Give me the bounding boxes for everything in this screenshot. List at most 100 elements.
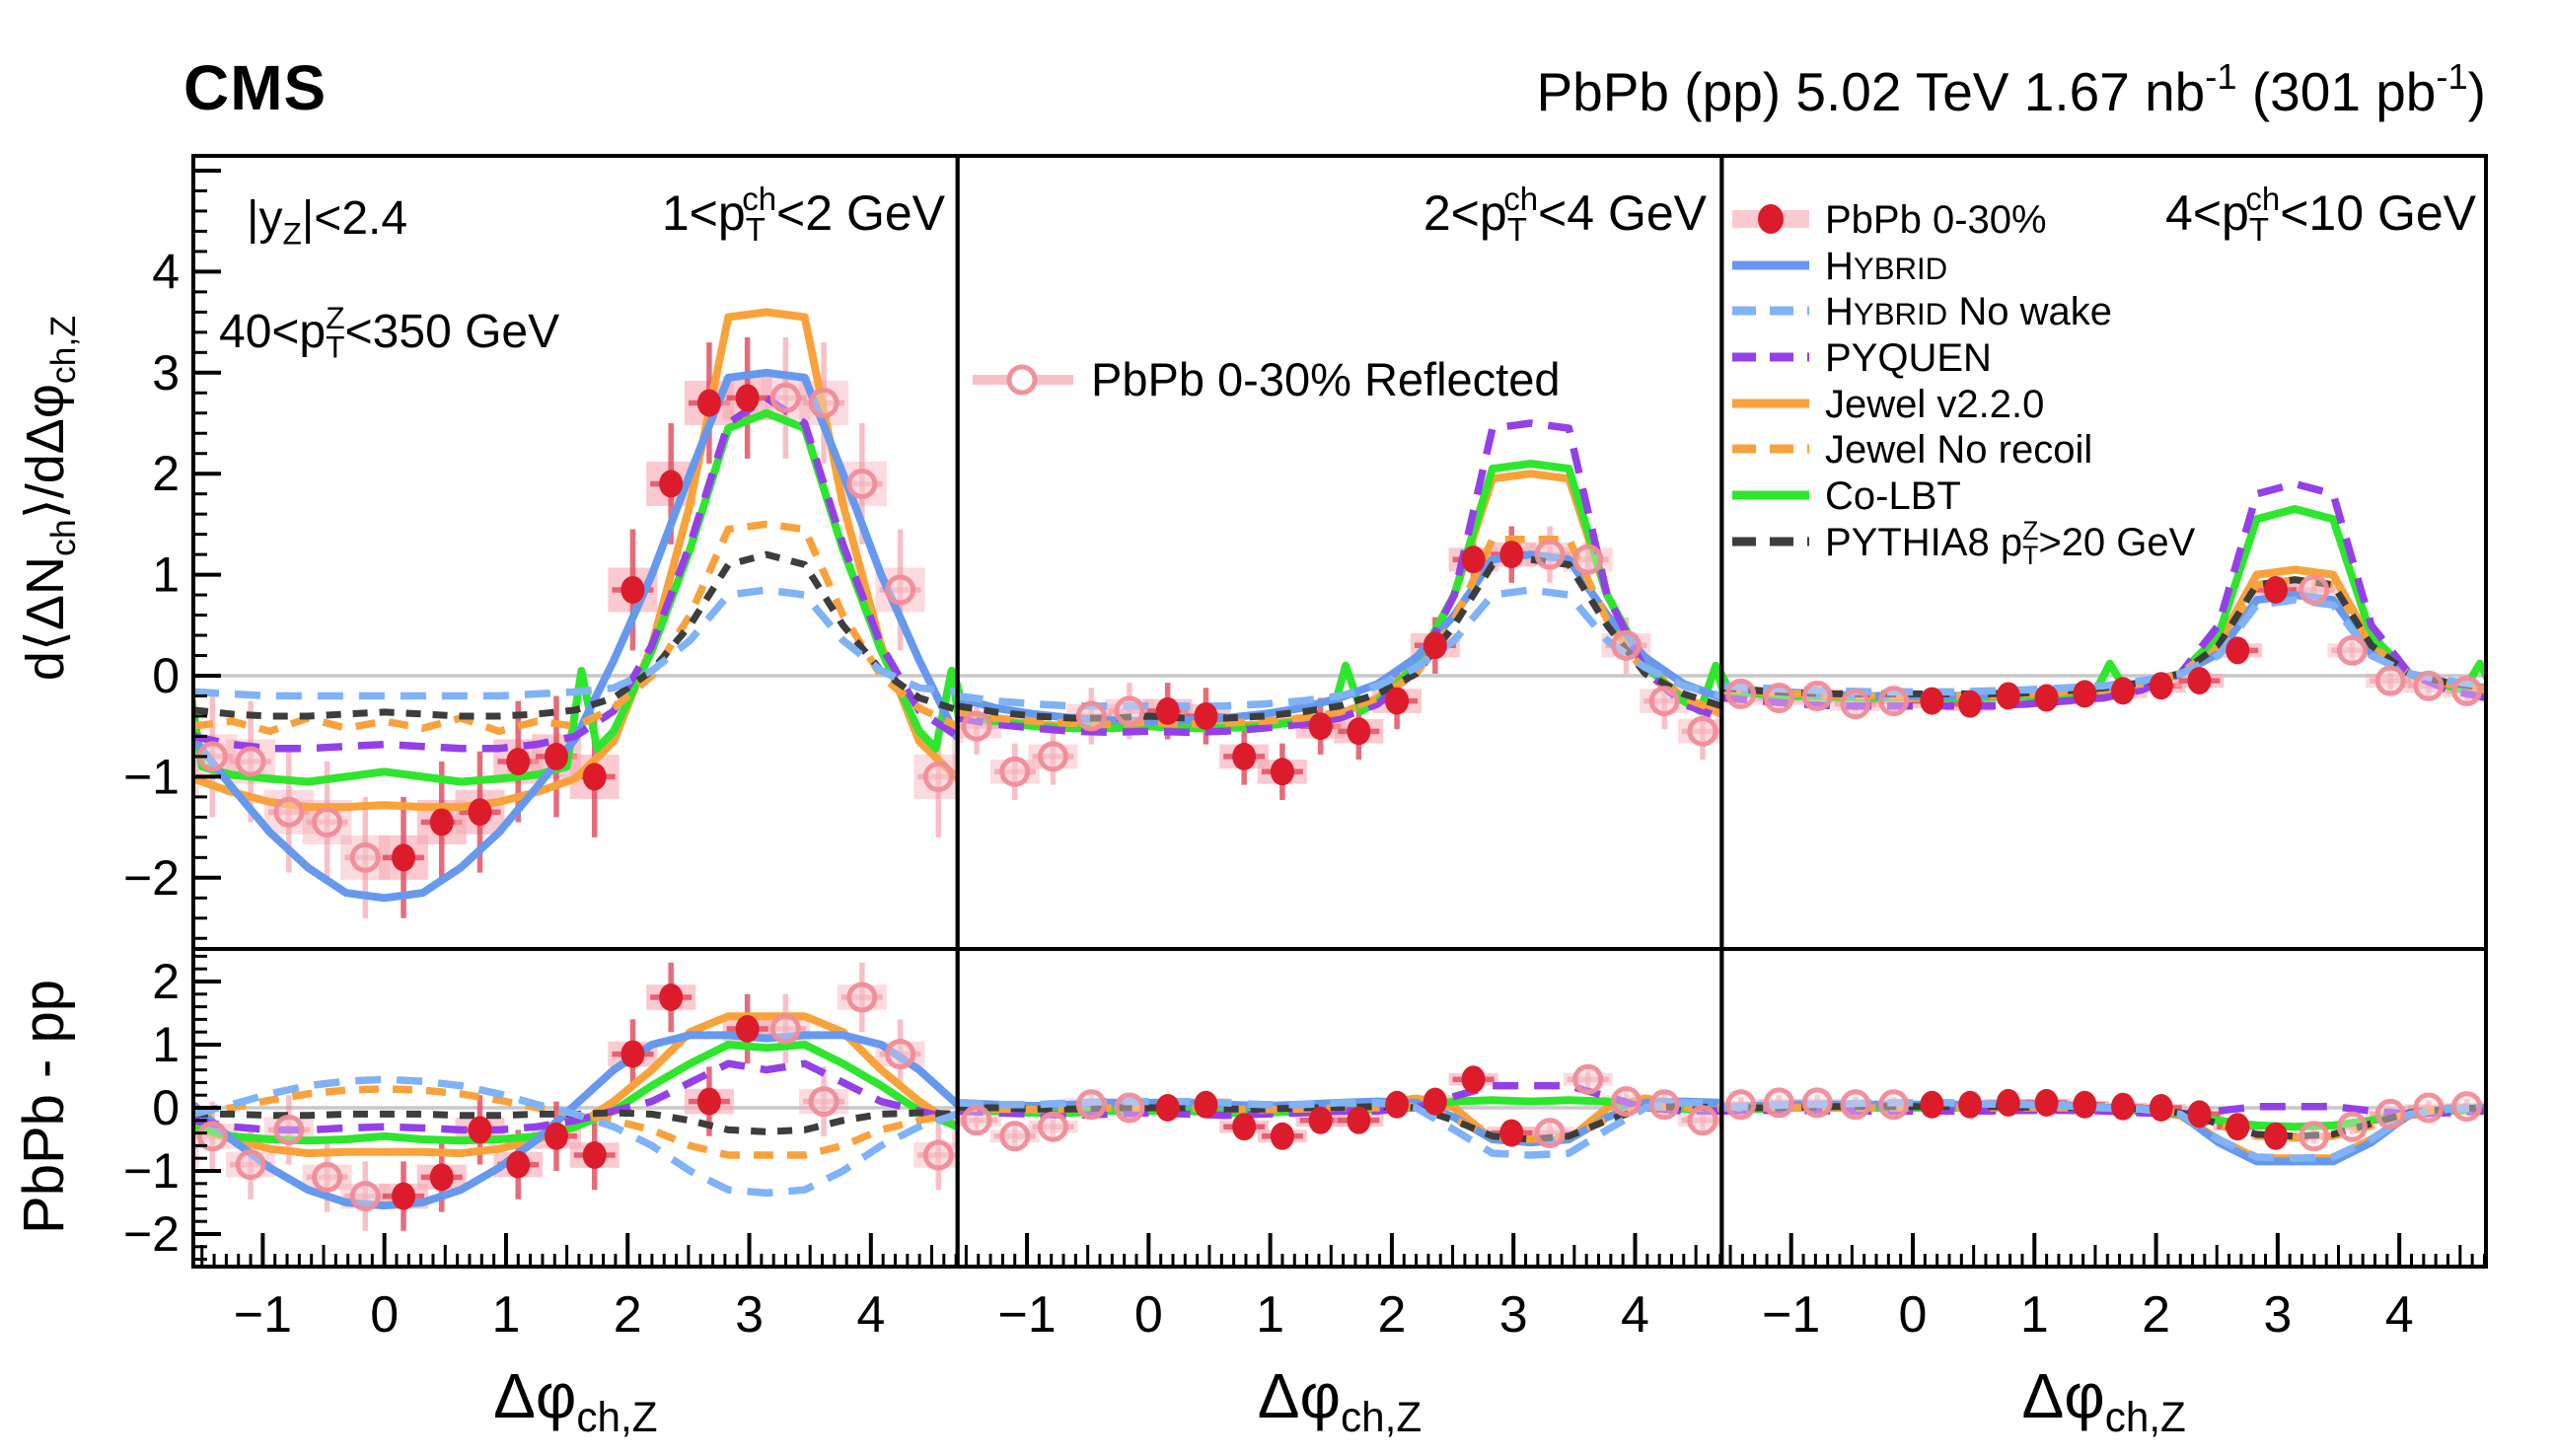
data-point-reflected bbox=[2374, 1098, 2406, 1129]
data-point bbox=[2226, 636, 2250, 665]
data-point bbox=[1461, 1065, 1486, 1094]
data-point bbox=[1308, 712, 1333, 741]
y-tick-label-top: −2 bbox=[123, 850, 180, 906]
x-tick-label: 3 bbox=[1499, 1286, 1528, 1344]
data-point bbox=[659, 983, 684, 1011]
data-point-reflected bbox=[922, 761, 954, 792]
data-point bbox=[2073, 680, 2097, 708]
curve-pyquen-bottom-left bbox=[193, 1059, 958, 1134]
data-point bbox=[1347, 717, 1371, 746]
legend-item-jewel_nr: Jewel No recoil bbox=[1732, 428, 2092, 472]
data-point-reflected bbox=[1648, 686, 1680, 717]
data-point bbox=[735, 384, 760, 412]
legend-item-jewel: Jewel v2.2.0 bbox=[1732, 383, 2044, 426]
y-tick-label-top: −1 bbox=[123, 749, 180, 804]
data-point bbox=[2263, 1122, 2288, 1150]
data-point bbox=[1423, 1087, 1447, 1116]
x-tick-label: 4 bbox=[2385, 1286, 2414, 1344]
legend-reflected-label: PbPb 0-30% Reflected bbox=[1091, 353, 1561, 405]
data-point bbox=[2111, 677, 2136, 705]
x-tick-label: 0 bbox=[1899, 1286, 1928, 1344]
data-point-reflected bbox=[1801, 1087, 1833, 1119]
x-tick-label: 1 bbox=[1256, 1286, 1284, 1344]
syst-band-open bbox=[957, 1114, 964, 1128]
data-point-reflected bbox=[349, 841, 381, 873]
legend-label-pyquen: PYQUEN bbox=[1825, 336, 1992, 380]
data-point bbox=[1996, 682, 2020, 710]
curve-hybrid_nw-bottom-right bbox=[1721, 1099, 2487, 1162]
data-point-reflected bbox=[312, 1161, 343, 1193]
data-point-reflected bbox=[1840, 1089, 1871, 1121]
data-point-reflected bbox=[1038, 1111, 1068, 1142]
y-tick-label-bottom: 2 bbox=[152, 954, 180, 1009]
data-point bbox=[1499, 541, 1524, 569]
curve-pythia-top-left bbox=[193, 550, 958, 720]
data-point-reflected bbox=[1572, 544, 1604, 575]
data-point bbox=[1155, 1094, 1180, 1122]
legend-item-colbt: Co-LBT bbox=[1732, 474, 1961, 518]
data-point bbox=[2263, 575, 2288, 604]
data-point bbox=[696, 389, 721, 417]
curve-pyquen-top-left bbox=[193, 394, 958, 753]
curve-pythia-top-middle bbox=[957, 555, 1722, 722]
x-tick-label: 2 bbox=[614, 1286, 642, 1344]
data-point bbox=[392, 1182, 416, 1210]
syst-band-open bbox=[952, 1124, 958, 1149]
data-point bbox=[2149, 672, 2173, 700]
data-point-reflected bbox=[1878, 1089, 1910, 1121]
data-point bbox=[468, 798, 492, 827]
legend-label-jewel: Jewel v2.2.0 bbox=[1825, 383, 2044, 426]
panel-label-left: 1<pTch<2 GeV bbox=[662, 181, 946, 248]
y-tick-label-top: 0 bbox=[152, 648, 180, 703]
legend-label-jewel_nr: Jewel No recoil bbox=[1825, 428, 2092, 472]
data-point bbox=[1920, 1090, 1944, 1119]
data-point-reflected bbox=[1075, 700, 1107, 732]
data-point-reflected bbox=[1534, 539, 1566, 570]
legend-label-hybrid: HYBRID bbox=[1825, 245, 1947, 288]
data-point bbox=[2187, 667, 2212, 695]
data-point bbox=[735, 1015, 760, 1043]
x-tick-label: 1 bbox=[491, 1286, 520, 1344]
data-point bbox=[1996, 1088, 2020, 1117]
data-point bbox=[1461, 546, 1486, 574]
curve-pyquen-top-right bbox=[1721, 479, 2487, 710]
data-point bbox=[2073, 1090, 2097, 1119]
y-tick-label-bottom: −2 bbox=[123, 1206, 180, 1262]
data-point-reflected bbox=[769, 1013, 801, 1045]
panel-content-top-right bbox=[1721, 479, 2487, 720]
axis-ticks bbox=[193, 169, 2486, 1267]
data-point-reflected bbox=[2336, 1111, 2368, 1142]
experiment-label: CMS bbox=[183, 52, 328, 123]
data-point bbox=[1232, 742, 1257, 770]
reflected-marker-icon bbox=[1006, 364, 1038, 396]
data-point-reflected bbox=[1763, 683, 1794, 714]
panel-label-right: 4<pTch<10 GeV bbox=[2165, 181, 2477, 248]
data-point bbox=[1270, 1122, 1294, 1150]
data-point-reflected bbox=[2336, 634, 2368, 666]
data-point-reflected bbox=[1572, 1063, 1604, 1095]
data-point bbox=[1958, 1090, 1983, 1119]
data-point bbox=[2149, 1094, 2173, 1122]
x-tick-label: 3 bbox=[2263, 1286, 2292, 1344]
data-point bbox=[544, 742, 568, 770]
data-point bbox=[1385, 1090, 1410, 1119]
data-point bbox=[1232, 1113, 1257, 1141]
x-tick-label: 2 bbox=[2142, 1286, 2170, 1344]
data-point-reflected bbox=[999, 756, 1031, 787]
legend-label-pythia: PYTHIA8 pTZ>20 GeV bbox=[1825, 516, 2196, 570]
data-point bbox=[1958, 690, 1983, 718]
x-axis-title: Δφch,Z bbox=[493, 1360, 657, 1440]
data-point-reflected bbox=[1763, 1087, 1794, 1119]
data-point-reflected bbox=[961, 1105, 992, 1136]
data-point-reflected bbox=[1725, 1089, 1757, 1121]
legend-label-data: PbPb 0-30% bbox=[1825, 198, 2047, 242]
data-point-reflected bbox=[196, 1121, 228, 1152]
y-tick-label-top: 3 bbox=[152, 345, 180, 400]
panel-content-bottom-left bbox=[193, 962, 958, 1231]
curve-pyquen-top-middle bbox=[957, 419, 1722, 737]
legend-item-pyquen: PYQUEN bbox=[1732, 336, 1992, 380]
data-point-reflected bbox=[922, 1139, 954, 1171]
y-axis-title-top: d⟨ΔNch⟩/dΔφch,Z bbox=[16, 316, 83, 681]
x-axis-title: Δφch,Z bbox=[2021, 1360, 2185, 1440]
